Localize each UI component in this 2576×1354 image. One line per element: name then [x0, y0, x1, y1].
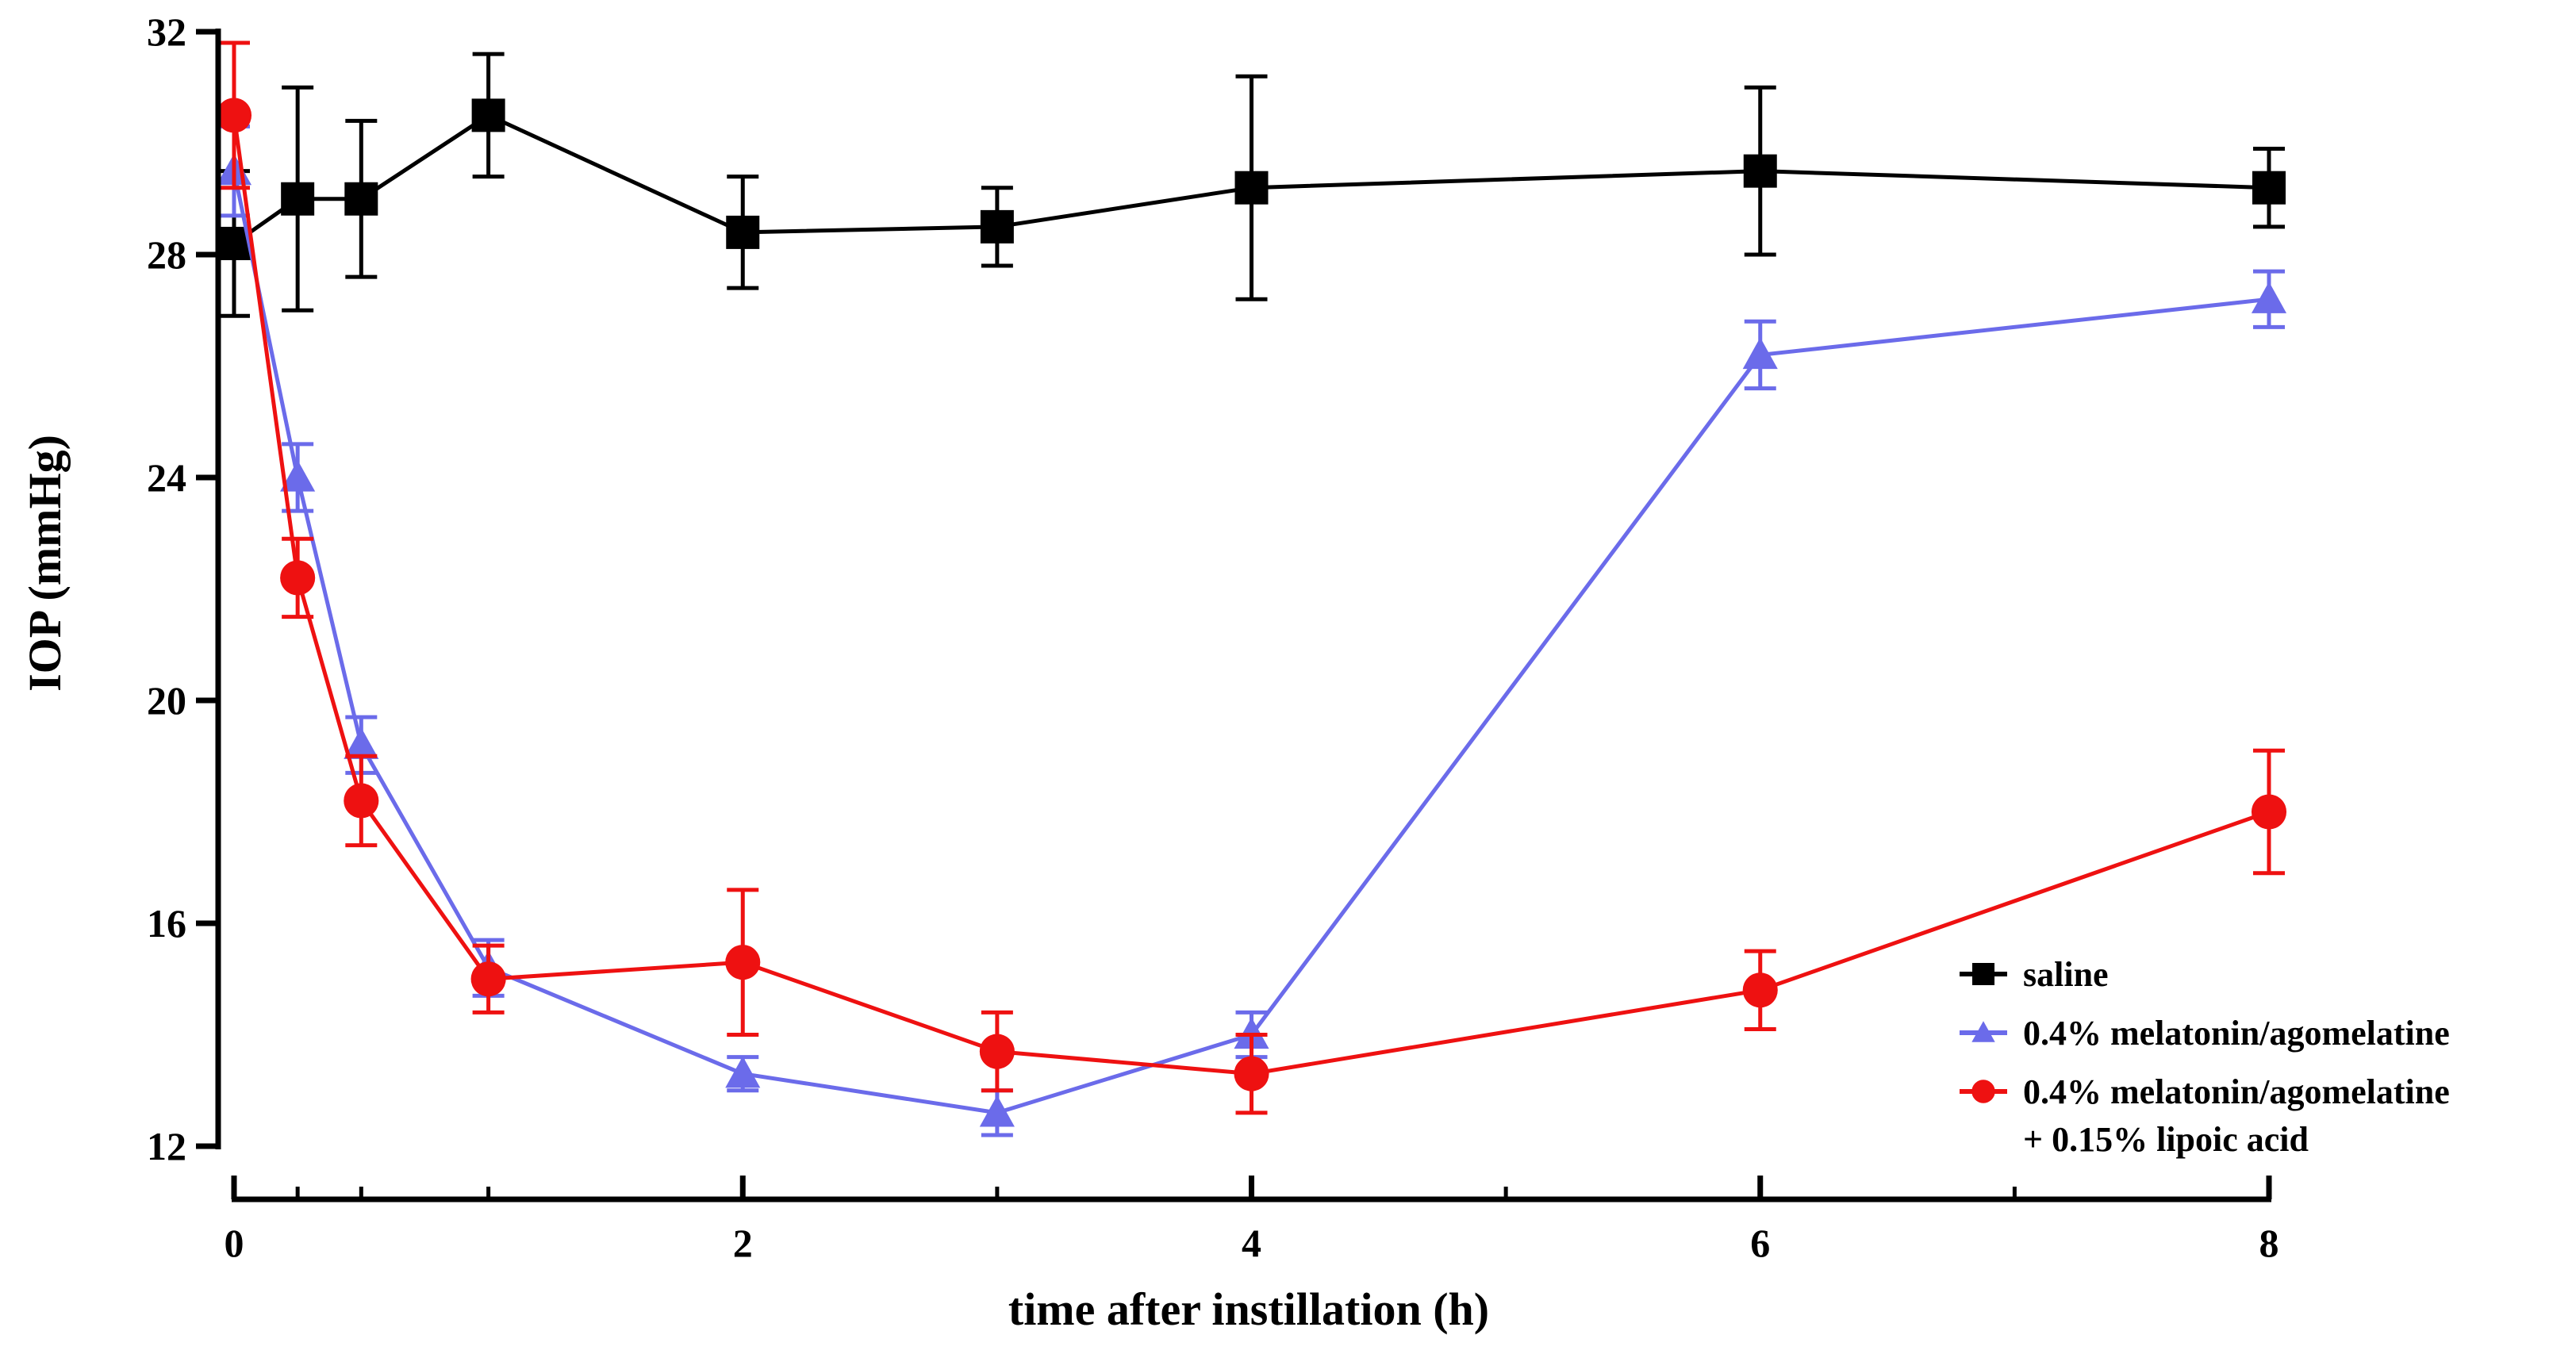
- x-tick-label: 0: [225, 1221, 244, 1265]
- legend-label: 0.4% melatonin/agomelatine: [2023, 1014, 2450, 1053]
- data-point: [979, 1034, 1015, 1069]
- legend-marker: [1972, 963, 1994, 985]
- series-2: [216, 40, 2287, 1115]
- data-point: [281, 182, 315, 216]
- series-layer: [216, 40, 2287, 1137]
- data-point: [726, 215, 760, 249]
- legend-item-0: saline: [1960, 955, 2109, 994]
- legend-item-2: 0.4% melatonin/agomelatine + 0.15% lipoic…: [1960, 1072, 2450, 1159]
- data-point: [344, 182, 378, 216]
- legend-marker: [1971, 1080, 1995, 1103]
- data-point: [280, 560, 316, 596]
- data-point: [216, 98, 252, 133]
- y-tick-label: 24: [147, 455, 186, 500]
- data-point: [280, 459, 316, 492]
- y-tick-label: 12: [147, 1124, 186, 1168]
- data-point: [1234, 171, 1269, 205]
- data-point: [2251, 282, 2287, 313]
- y-tick-label: 16: [147, 901, 186, 945]
- data-point: [2252, 171, 2286, 205]
- data-point: [725, 1056, 761, 1088]
- data-point: [1234, 1056, 1269, 1091]
- legend-marker: [1971, 1021, 1995, 1042]
- x-tick-label: 6: [1750, 1221, 1770, 1265]
- x-axis-title: time after instillation (h): [1008, 1283, 1489, 1335]
- data-point: [725, 945, 761, 980]
- data-point: [344, 783, 379, 819]
- y-tick-label: 20: [147, 678, 186, 723]
- y-tick-label: 28: [147, 232, 186, 277]
- x-tick-label: 4: [1242, 1221, 1261, 1265]
- legend-label: 0.4% melatonin/agomelatine: [2023, 1072, 2450, 1111]
- y-tick-label: 32: [147, 10, 186, 54]
- data-point: [1742, 337, 1778, 370]
- legend-item-1: 0.4% melatonin/agomelatine: [1960, 1014, 2450, 1053]
- data-point: [980, 209, 1014, 244]
- series-line: [232, 171, 2270, 1115]
- data-point: [470, 961, 506, 997]
- data-point: [1743, 154, 1777, 188]
- series-0: [217, 52, 2286, 318]
- x-tick-label: 8: [2259, 1221, 2279, 1265]
- data-point: [2251, 794, 2287, 830]
- data-point: [1742, 972, 1778, 1008]
- data-point: [344, 727, 379, 759]
- y-axis-title: IOP (mmHg): [19, 435, 71, 692]
- x-tick-label: 2: [733, 1221, 753, 1265]
- data-point: [471, 98, 505, 132]
- legend-label: + 0.15% lipoic acid: [2023, 1120, 2309, 1159]
- legend-label: saline: [2023, 955, 2109, 994]
- data-point: [979, 1095, 1015, 1127]
